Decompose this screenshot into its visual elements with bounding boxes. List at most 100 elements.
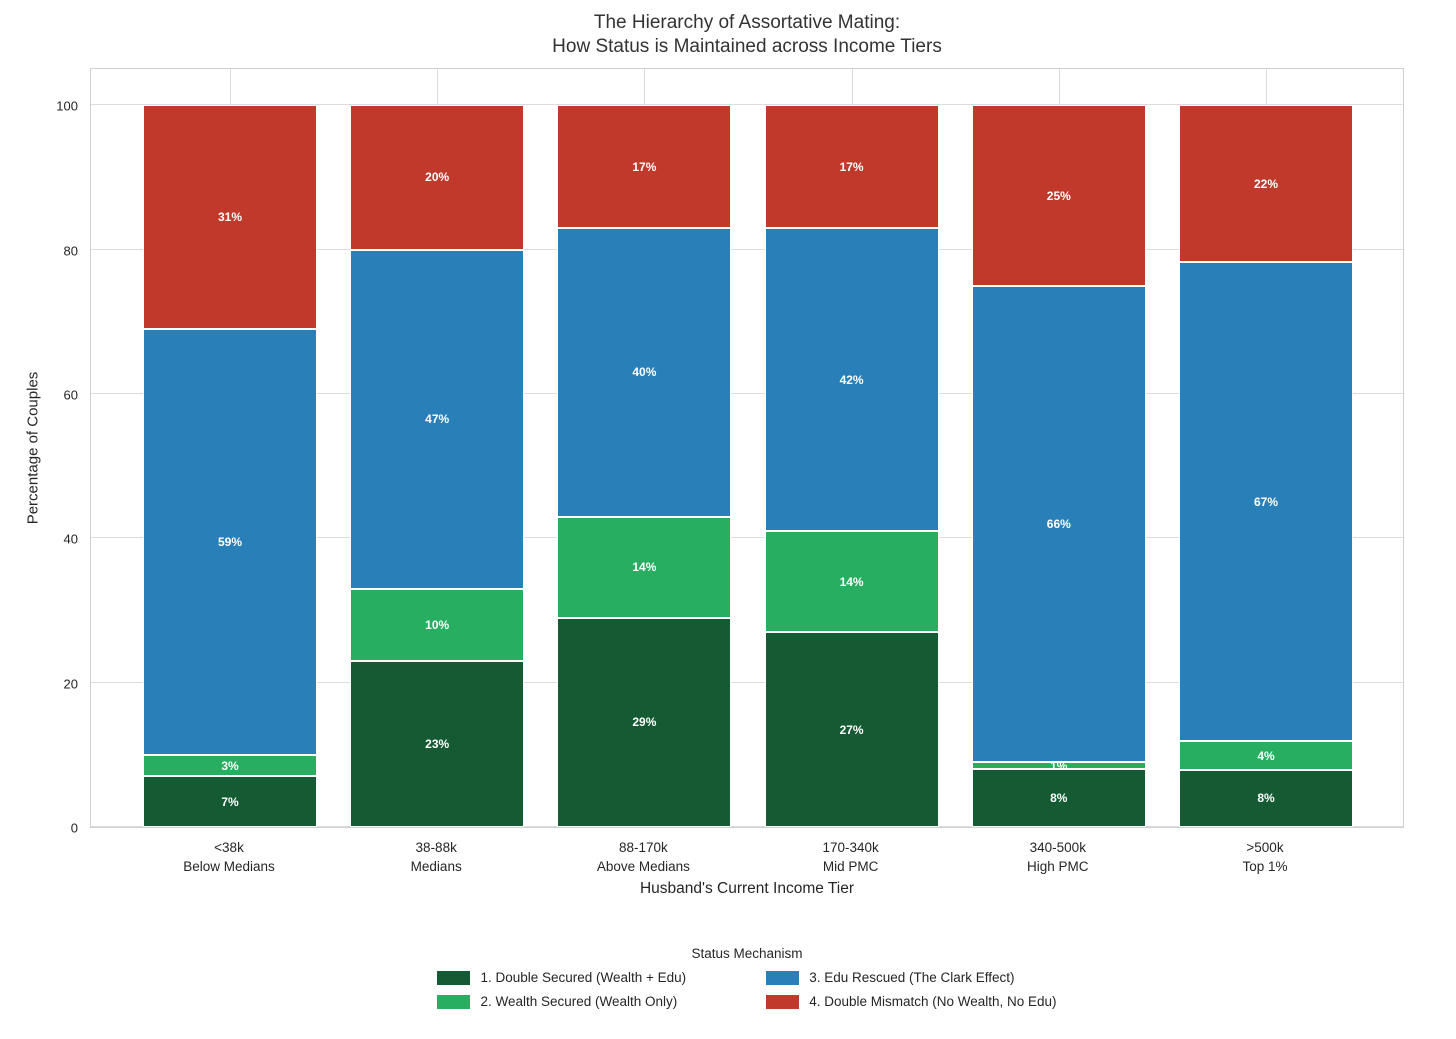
bar-segment-label: 66% bbox=[1046, 516, 1071, 531]
bar-segment: 14% bbox=[557, 516, 732, 618]
h-gridline-80 bbox=[91, 248, 1403, 250]
bar-segment-label: 8% bbox=[1257, 791, 1275, 806]
bar-segment-label: 17% bbox=[839, 159, 864, 174]
x-tick-label-4: 340-500k High PMC bbox=[1027, 838, 1089, 876]
legend-title: Status Mechanism bbox=[691, 946, 803, 961]
bar-segment: 27% bbox=[764, 632, 939, 827]
legend-swatch-icon bbox=[437, 970, 471, 985]
x-tick-sublabel: Mid PMC bbox=[822, 859, 879, 874]
bar-segment-label: 23% bbox=[425, 737, 450, 751]
x-tick-label-5: >500k Top 1% bbox=[1242, 838, 1287, 876]
bar-segment-label: 42% bbox=[839, 372, 864, 387]
chart-title: The Hierarchy of Assortative Mating: How… bbox=[90, 11, 1404, 59]
bar-segment: 20% bbox=[350, 105, 525, 250]
bar-segment-label: 25% bbox=[1046, 188, 1071, 203]
bar-segment-label: 29% bbox=[632, 715, 657, 730]
bar-segment: 22% bbox=[1179, 105, 1353, 263]
legend-swatch-icon bbox=[766, 994, 800, 1009]
bar-segment: 10% bbox=[350, 588, 525, 661]
bar-segment-label: 67% bbox=[1253, 494, 1279, 509]
y-tick-label-80: 80 bbox=[63, 243, 78, 259]
legend-swatch-icon bbox=[766, 970, 800, 985]
x-tick-tier: 38-88k bbox=[415, 840, 457, 855]
legend-entry-label: 1. Double Secured (Wealth + Edu) bbox=[480, 970, 687, 985]
y-tick-label-40: 40 bbox=[63, 531, 78, 547]
bar-segment: 8% bbox=[1179, 769, 1353, 827]
bar-segment: 66% bbox=[971, 285, 1146, 763]
plot-area: 7% 3% 59% 31% 23% 10% 47% 20% 29% 14% 40% 17% 27% 14%… bbox=[90, 68, 1404, 828]
x-tick-sublabel: Below Medians bbox=[183, 859, 275, 874]
bar-segment-label: 31% bbox=[217, 210, 243, 225]
legend-entry-label: 4. Double Mismatch (No Wealth, No Edu) bbox=[809, 994, 1057, 1009]
bar-segment-label: 7% bbox=[221, 794, 239, 809]
bar-segment-label: 1% bbox=[1050, 758, 1068, 773]
bar-segment: 47% bbox=[350, 249, 525, 589]
x-tick-tier: 340-500k bbox=[1029, 840, 1086, 855]
bar-segment-label: 14% bbox=[839, 574, 864, 589]
bar-segment-label: 40% bbox=[632, 365, 657, 380]
bar-segment-label: 14% bbox=[632, 560, 657, 575]
bar-segment-label: 20% bbox=[425, 170, 450, 185]
bar-segment: 7% bbox=[143, 776, 317, 827]
bar-segment-label: 27% bbox=[839, 722, 864, 737]
bar-segment: 40% bbox=[557, 227, 732, 517]
bar-segment: 17% bbox=[764, 105, 939, 228]
bar-38-88k: 23% 10% 47% 20% bbox=[350, 105, 525, 827]
x-tick-label-3: 170-340k Mid PMC bbox=[822, 838, 878, 876]
bar->500k: 8% 4% 67% 22% bbox=[1179, 105, 1353, 827]
x-tick-sublabel: Top 1% bbox=[1242, 859, 1288, 874]
y-tick-label-60: 60 bbox=[63, 387, 78, 403]
chart-title-line2: How Status is Maintained across Income T… bbox=[552, 36, 942, 57]
x-tick-tier: 88-170k bbox=[618, 840, 668, 855]
legend: Status Mechanism 1. Double Secured (Weal… bbox=[90, 946, 1404, 1009]
bar-segment: 8% bbox=[971, 769, 1146, 827]
legend-entry-4: 4. Double Mismatch (No Wealth, No Edu) bbox=[766, 994, 1057, 1009]
bar-segment-label: 10% bbox=[425, 617, 450, 632]
h-gridline-40 bbox=[91, 537, 1403, 539]
x-tick-label-0: <38k Below Medians bbox=[183, 838, 275, 876]
bar-88-170k: 29% 14% 40% 17% bbox=[557, 105, 732, 827]
x-tick-sublabel: High PMC bbox=[1027, 859, 1089, 874]
bar-segment-label: 47% bbox=[425, 412, 450, 427]
x-tick-sublabel: Above Medians bbox=[596, 859, 690, 874]
bar-segment: 67% bbox=[1179, 262, 1353, 742]
bar-segment: 29% bbox=[557, 617, 732, 827]
bar-170-340k: 27% 14% 42% 17% bbox=[764, 105, 939, 827]
legend-entry-1: 1. Double Secured (Wealth + Edu) bbox=[437, 970, 686, 985]
bar-segment: 25% bbox=[971, 105, 1146, 286]
y-tick-label-20: 20 bbox=[63, 676, 78, 692]
legend-swatch-icon bbox=[437, 994, 471, 1009]
bar-segment-label: 59% bbox=[217, 534, 243, 549]
legend-entry-3: 3. Edu Rescued (The Clark Effect) bbox=[766, 970, 1056, 985]
h-gridline-20 bbox=[91, 681, 1403, 683]
bar-segment: 14% bbox=[764, 531, 939, 633]
bar-segment: 17% bbox=[557, 105, 732, 228]
bar-<38k: 7% 3% 59% 31% bbox=[143, 105, 317, 827]
h-gridline-0 bbox=[91, 826, 1403, 827]
h-gridline-60 bbox=[91, 392, 1403, 394]
y-tick-label-0: 0 bbox=[70, 820, 78, 836]
bar-segment: 4% bbox=[1179, 741, 1353, 770]
bar-segment: 1% bbox=[971, 758, 1146, 773]
legend-entry-2: 2. Wealth Secured (Wealth Only) bbox=[437, 994, 686, 1009]
legend-grid: 1. Double Secured (Wealth + Edu) 2. Wealt… bbox=[437, 970, 1057, 1009]
bar-segment-label: 8% bbox=[1050, 791, 1068, 806]
x-tick-label-1: 38-88k Medians bbox=[411, 838, 462, 876]
x-axis-label: Husband's Current Income Tier bbox=[639, 880, 855, 897]
h-gridline-100 bbox=[91, 104, 1403, 106]
y-axis-label: Percentage of Couples bbox=[24, 371, 42, 525]
bar-segment: 42% bbox=[764, 227, 939, 532]
bar-segment-label: 22% bbox=[1253, 176, 1279, 191]
bar-segment-label: 4% bbox=[1257, 748, 1275, 763]
x-tick-tier: <38k bbox=[214, 840, 244, 855]
chart-title-line1: The Hierarchy of Assortative Mating: bbox=[593, 12, 901, 33]
bar-segment: 23% bbox=[350, 661, 525, 827]
x-tick-tier: >500k bbox=[1246, 840, 1284, 855]
bar-340-500k: 8% 1% 66% 25% bbox=[971, 105, 1146, 827]
x-tick-tier: 170-340k bbox=[822, 840, 879, 855]
y-tick-label-100: 100 bbox=[56, 98, 78, 114]
bar-segment: 59% bbox=[143, 329, 317, 755]
legend-entry-label: 3. Edu Rescued (The Clark Effect) bbox=[809, 970, 1015, 985]
x-tick-label-2: 88-170k Above Medians bbox=[597, 838, 690, 876]
